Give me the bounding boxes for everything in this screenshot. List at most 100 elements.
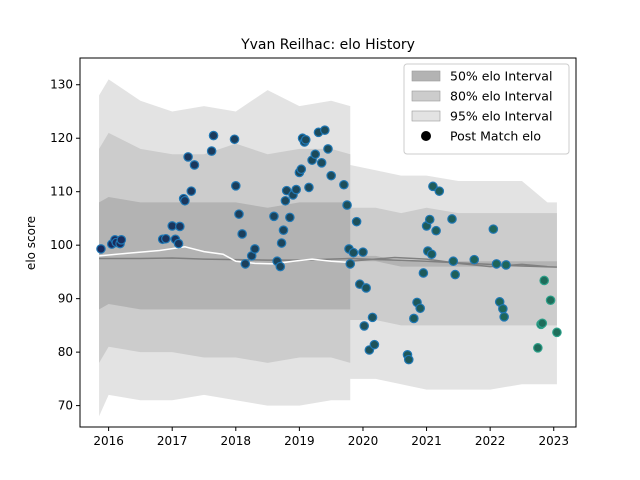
- x-tick-label: 2021: [411, 434, 442, 448]
- post-match-elo-point: [359, 321, 370, 331]
- legend: 50% elo Interval 80% elo Interval 95% elo …: [403, 63, 570, 155]
- x-tick-label: 2023: [538, 434, 569, 448]
- x-tick-label: 2018: [221, 434, 252, 448]
- post-match-elo-point: [448, 256, 459, 267]
- legend-label: 50% elo Interval: [450, 69, 552, 84]
- post-match-elo-point: [206, 146, 217, 156]
- post-match-elo-point: [428, 181, 438, 192]
- post-match-elo-point: [348, 247, 359, 258]
- post-match-elo-point: [275, 261, 286, 272]
- legend-swatch: [411, 90, 441, 102]
- plot-content: [96, 79, 562, 417]
- post-match-elo-point: [533, 343, 543, 353]
- x-tick-label: 2020: [348, 434, 379, 448]
- x-axis: 2016 2017 2018 2019 2020 2021 2022 2023: [93, 427, 569, 448]
- post-match-elo-point: [501, 260, 511, 270]
- post-match-elo-point: [488, 224, 499, 234]
- legend-marker: [421, 131, 431, 141]
- post-match-elo-point: [237, 229, 247, 239]
- y-tick-label: 120: [50, 131, 73, 145]
- post-match-elo-point: [426, 249, 437, 260]
- post-match-elo-point: [183, 152, 193, 162]
- post-match-elo-point: [250, 244, 260, 254]
- post-match-elo-points: [96, 125, 562, 365]
- post-match-elo-point: [296, 164, 307, 175]
- plot-area: [79, 57, 577, 428]
- legend-label: 95% elo Interval: [450, 109, 552, 124]
- legend-label: 80% elo Interval: [450, 89, 552, 104]
- historical-elo-line: [99, 246, 348, 265]
- post-match-elo-point: [552, 327, 562, 338]
- post-match-elo-point: [208, 130, 219, 141]
- post-match-elo-point: [285, 212, 295, 223]
- post-match-elo-point: [418, 268, 429, 278]
- post-match-elo-point: [116, 235, 127, 245]
- post-match-elo-point: [316, 158, 327, 168]
- y-tick-label: 80: [58, 345, 73, 359]
- post-match-elo-point: [537, 318, 548, 329]
- y-axis: 70 80 90 100 110 120 130: [50, 78, 80, 413]
- y-tick-label: 70: [58, 399, 73, 413]
- post-match-elo-point: [161, 233, 171, 244]
- post-match-elo-point: [539, 275, 550, 286]
- post-match-elo-point: [310, 149, 321, 160]
- post-match-elo-point: [229, 134, 240, 145]
- post-match-elo-point: [342, 200, 352, 210]
- post-match-elo-point: [186, 186, 197, 196]
- post-match-elo-point: [361, 283, 371, 293]
- chart-title: Yvan Reilhac: elo History: [240, 37, 415, 53]
- post-match-elo-point: [498, 304, 508, 314]
- post-match-elo-point: [403, 354, 414, 365]
- post-match-elo-point: [351, 216, 362, 227]
- post-match-elo-point: [450, 269, 460, 280]
- post-match-elo-point: [291, 184, 302, 195]
- post-match-elo-point: [491, 259, 502, 269]
- y-tick-label: 100: [50, 238, 73, 252]
- post-match-elo-point: [320, 125, 330, 135]
- forecast-elo-line: [350, 256, 548, 268]
- post-match-elo-point: [175, 221, 185, 232]
- post-match-elo-point: [276, 238, 287, 248]
- post-match-elo-point: [180, 195, 190, 206]
- legend-swatch: [411, 110, 441, 122]
- post-match-elo-point: [545, 295, 556, 306]
- legend-label: Post Match elo: [450, 129, 541, 144]
- post-match-elo-point: [369, 339, 380, 350]
- post-match-elo-point: [424, 214, 435, 225]
- post-match-elo-point: [234, 209, 244, 219]
- post-match-elo-point: [278, 225, 289, 235]
- post-match-elo-point: [358, 247, 368, 257]
- post-match-elo-point: [345, 259, 356, 269]
- x-tick-label: 2022: [475, 434, 506, 448]
- post-match-elo-point: [323, 144, 333, 154]
- post-match-elo-point: [367, 312, 378, 323]
- post-match-elo-point: [96, 244, 106, 254]
- post-match-elo-point: [409, 313, 419, 324]
- legend-swatch: [411, 70, 441, 82]
- post-match-elo-point: [447, 214, 457, 224]
- y-tick-label: 130: [50, 78, 73, 92]
- post-match-elo-point: [300, 135, 311, 145]
- post-match-elo-point: [339, 179, 349, 190]
- y-axis-label: elo score: [24, 216, 38, 270]
- post-match-elo-point: [173, 238, 184, 249]
- post-match-elo-point: [415, 303, 426, 314]
- x-tick-label: 2016: [93, 434, 124, 448]
- post-match-elo-point: [230, 181, 241, 191]
- plot-frame: [79, 57, 577, 428]
- post-match-elo-point: [240, 259, 251, 269]
- post-match-elo-point: [189, 160, 200, 170]
- post-match-elo-point: [304, 182, 314, 193]
- post-match-elo-point: [280, 195, 291, 206]
- legend-box: [403, 63, 570, 155]
- x-tick-label: 2019: [284, 434, 315, 448]
- y-tick-label: 110: [50, 185, 73, 199]
- median-elo-line: [99, 257, 557, 268]
- post-match-elo-point: [326, 170, 336, 181]
- post-match-elo-point: [434, 186, 445, 196]
- post-match-elo-point: [269, 211, 279, 222]
- y-tick-label: 90: [58, 292, 73, 306]
- post-match-elo-point: [499, 312, 509, 322]
- band-50-interval: [99, 197, 557, 310]
